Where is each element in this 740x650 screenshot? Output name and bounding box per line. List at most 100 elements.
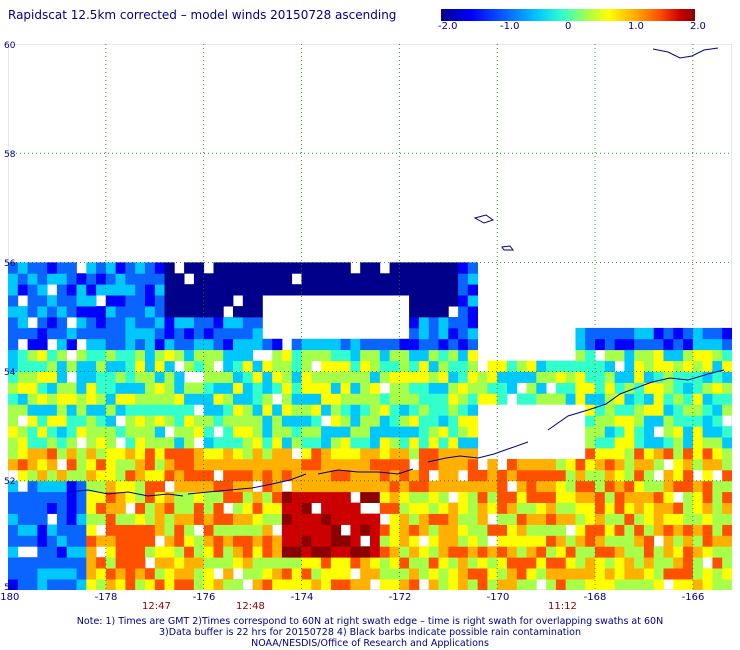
heatmap-cell: [125, 295, 136, 307]
heatmap-cell: [467, 469, 478, 482]
heatmap-cell: [399, 568, 410, 580]
heatmap-cell: [487, 360, 498, 372]
heatmap-cell: [458, 404, 469, 416]
heatmap-cell: [350, 579, 361, 590]
heatmap-cell: [438, 480, 449, 493]
heatmap-cell: [233, 273, 244, 285]
heatmap-cell: [683, 448, 694, 460]
heatmap-cell: [233, 415, 244, 427]
heatmap-cell: [614, 437, 625, 449]
heatmap-cell: [428, 524, 439, 536]
heatmap-cell: [673, 404, 684, 416]
heatmap-cell: [536, 469, 547, 482]
heatmap-cell: [76, 524, 87, 536]
heatmap-cell: [213, 327, 224, 340]
heatmap-cell: [448, 338, 459, 351]
heatmap-cell: [467, 327, 478, 340]
colorbar-tick: -2.0: [438, 21, 458, 32]
heatmap-cell: [56, 382, 68, 394]
heatmap-cell: [76, 284, 87, 296]
heatmap-cell: [193, 327, 205, 340]
heatmap-cell: [184, 295, 195, 307]
heatmap-cell: [516, 502, 527, 514]
heatmap-cell: [223, 295, 234, 307]
heatmap-cell: [223, 338, 234, 351]
heatmap-cell: [262, 491, 273, 503]
heatmap-cell: [379, 338, 390, 351]
heatmap-cell: [712, 535, 723, 547]
heatmap-cell: [555, 480, 567, 493]
heatmap-cell: [47, 480, 58, 493]
heatmap-cell: [242, 448, 253, 460]
heatmap-cell: [115, 426, 126, 438]
heatmap-cell: [37, 382, 48, 394]
heatmap-cell: [154, 480, 165, 493]
heatmap-cell: [330, 491, 342, 503]
heatmap-cell: [634, 568, 645, 580]
heatmap-cell: [301, 535, 312, 547]
heatmap-cell: [722, 327, 732, 340]
heatmap-cell: [154, 459, 165, 471]
heatmap-cell: [96, 317, 107, 329]
heatmap-cell: [370, 480, 381, 493]
heatmap-cell: [614, 426, 625, 438]
heatmap-cell: [213, 535, 224, 547]
heatmap-cell: [154, 415, 165, 427]
heatmap-cell: [115, 491, 126, 503]
heatmap-cell: [448, 382, 459, 394]
heatmap-cell: [555, 557, 567, 569]
heatmap-cell: [17, 273, 28, 285]
heatmap-cell: [379, 393, 390, 405]
heatmap-cell: [135, 371, 146, 383]
heatmap-cell: [624, 360, 635, 372]
heatmap-cell: [379, 568, 390, 580]
heatmap-cell: [448, 437, 459, 449]
heatmap-cell: [399, 546, 410, 558]
heatmap-cell: [692, 393, 704, 405]
heatmap-cell: [252, 448, 263, 460]
heatmap-cell: [233, 535, 244, 547]
heatmap-cell: [174, 349, 185, 362]
heatmap-cell: [281, 513, 293, 525]
heatmap-cell: [311, 437, 322, 449]
heatmap-cell: [252, 459, 263, 471]
heatmap-cell: [643, 338, 655, 351]
heatmap-cell: [233, 437, 244, 449]
heatmap-cell: [125, 459, 136, 471]
heatmap-cell: [692, 480, 704, 493]
heatmap-cell: [164, 317, 175, 329]
heatmap-cell: [399, 426, 410, 438]
heatmap-cell: [683, 502, 694, 514]
heatmap-cell: [624, 415, 635, 427]
heatmap-cell: [330, 426, 342, 438]
heatmap-cell: [281, 393, 293, 405]
heatmap-cell: [135, 295, 146, 307]
heatmap-cell: [399, 371, 410, 383]
heatmap-cell: [653, 393, 664, 405]
heatmap-cell: [281, 557, 293, 569]
heatmap-cell: [418, 491, 430, 503]
heatmap-cell: [135, 317, 146, 329]
heatmap-cell: [47, 404, 58, 416]
heatmap-cell: [399, 513, 410, 525]
heatmap-cell: [252, 437, 263, 449]
heatmap-cell: [409, 327, 420, 340]
heatmap-cell: [125, 524, 136, 536]
heatmap-cell: [340, 382, 351, 394]
heatmap-cell: [614, 579, 625, 590]
heatmap-cell: [604, 404, 615, 416]
heatmap-cell: [536, 568, 547, 580]
heatmap-cell: [370, 546, 381, 558]
heatmap-cell: [184, 557, 195, 569]
heatmap-cell: [272, 338, 283, 351]
heatmap-cell: [575, 480, 586, 493]
heatmap-cell: [125, 393, 136, 405]
heatmap-cell: [321, 448, 332, 460]
heatmap-cell: [536, 382, 547, 394]
heatmap-cell: [634, 371, 645, 383]
heatmap-cell: [164, 491, 175, 503]
heatmap-cell: [516, 480, 527, 493]
heatmap-cell: [96, 557, 107, 569]
heatmap-cell: [614, 393, 625, 405]
heatmap-cell: [565, 546, 576, 558]
